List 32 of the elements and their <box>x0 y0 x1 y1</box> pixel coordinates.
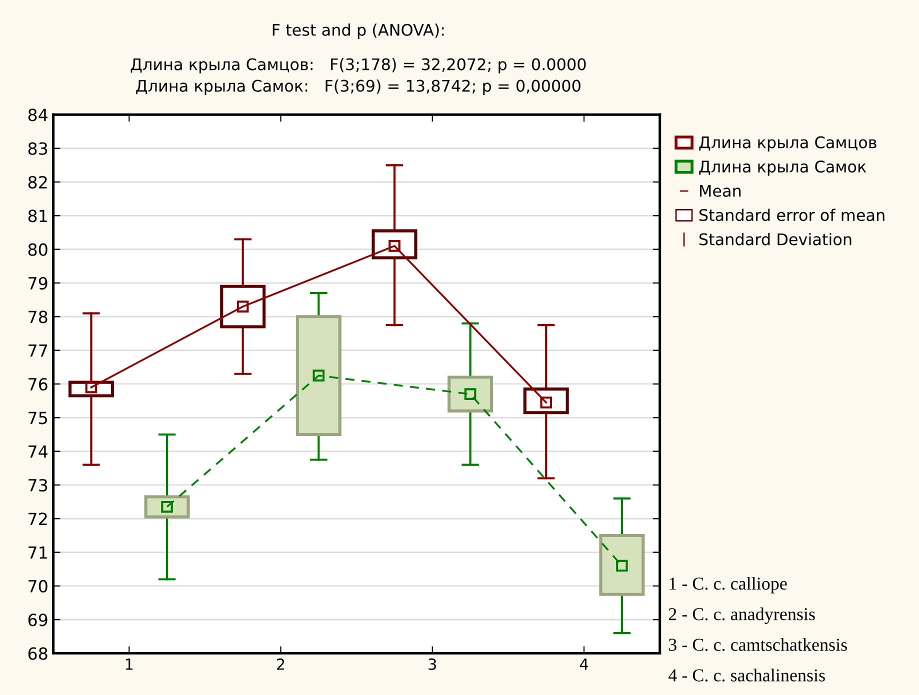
y-tick-label: 71 <box>28 546 47 559</box>
text: 1 - C. c. calliope <box>670 577 787 594</box>
y-tick-label: 80 <box>28 243 48 256</box>
y-tick-label: 70 <box>28 580 48 593</box>
x-tick-label: 4 <box>580 658 588 670</box>
x-tick-label: 3 <box>428 658 436 670</box>
y-tick-label: 73 <box>28 478 48 492</box>
text: 3 - C. c. camtschatkensis <box>668 638 847 651</box>
y-tick-label: 76 <box>28 378 48 391</box>
legend-label: Длина крыла Самок <box>699 160 866 176</box>
y-tick-label: 82 <box>28 176 47 189</box>
text: 4 - C. c. sachalinensis <box>668 668 825 682</box>
chart-subtitle: Длина крыла Самцов: F(3;178) = 32,2072; p = 0.0000 Длина крыла Самок: F(3;69) = 13,8742; p = 0,00000 <box>130 58 586 95</box>
y-tick-label: 74 <box>28 445 48 458</box>
text: Standard Deviation <box>699 232 852 246</box>
chart-title: F test and p (ANOVA): <box>272 24 444 40</box>
x-tick-label: 2 <box>277 658 284 670</box>
y-tick-label: 78 <box>28 310 48 324</box>
text: 2 - C. c. anadyrensis <box>668 608 815 624</box>
y-tick-label: 79 <box>28 276 48 290</box>
y-tick-label: 69 <box>28 614 48 626</box>
y-tick-label: 68 <box>28 647 48 660</box>
y-tick-label: 83 <box>28 142 48 155</box>
text: Mean <box>700 184 741 197</box>
y-tick-label: 84 <box>28 108 48 122</box>
text: Длина крыла Самцов <box>699 136 876 152</box>
x-tick-label: 1 <box>126 658 133 670</box>
y-tick-label: 75 <box>28 412 47 424</box>
y-tick-label: 81 <box>28 210 47 222</box>
text: Standard error of mean <box>699 208 884 222</box>
y-tick-label: 77 <box>28 344 48 357</box>
y-tick-label: 72 <box>28 512 47 525</box>
